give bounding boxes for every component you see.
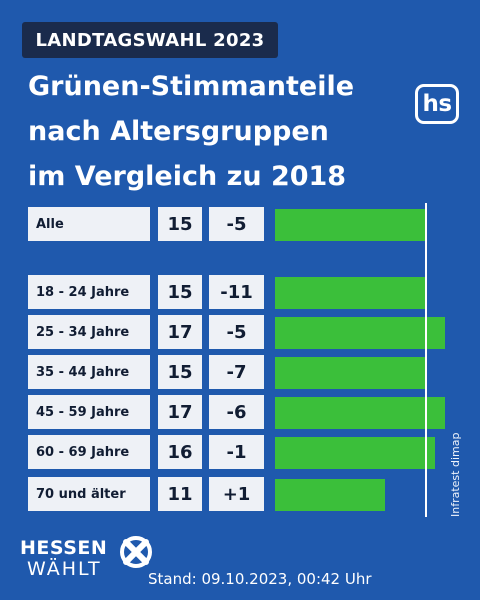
category-label: 18 - 24 Jahre xyxy=(28,275,150,309)
diff-value: -6 xyxy=(209,395,264,429)
bar xyxy=(275,479,385,511)
bar xyxy=(275,437,435,469)
hs-logo: hs xyxy=(415,84,459,124)
bar xyxy=(275,317,445,349)
diff-value: -11 xyxy=(209,275,264,309)
share-value: 17 xyxy=(158,315,202,349)
title-line-3: im Vergleich zu 2018 xyxy=(28,161,347,192)
share-value: 11 xyxy=(158,477,202,511)
bar xyxy=(275,209,425,241)
bar xyxy=(275,397,445,429)
diff-value: -5 xyxy=(209,207,264,241)
bar xyxy=(275,357,425,389)
category-label: 70 und älter xyxy=(28,477,150,511)
category-label: 60 - 69 Jahre xyxy=(28,435,150,469)
category-label: 45 - 59 Jahre xyxy=(28,395,150,429)
title-line-2: nach Altersgruppen xyxy=(28,116,329,147)
kicker-badge: LANDTAGSWAHL 2023 xyxy=(22,22,278,58)
timestamp: Stand: 09.10.2023, 00:42 Uhr xyxy=(148,570,372,588)
ballot-cross-icon xyxy=(120,536,152,568)
hessen-waehlt-logo: HESSEN WÄHLT xyxy=(20,536,152,580)
category-label: 35 - 44 Jahre xyxy=(28,355,150,389)
source-label: Infratest dimap xyxy=(449,432,462,517)
kicker-text: LANDTAGSWAHL 2023 xyxy=(35,29,265,51)
diff-value: -5 xyxy=(209,315,264,349)
diff-value: +1 xyxy=(209,477,264,511)
reference-line xyxy=(425,203,427,517)
category-label: 25 - 34 Jahre xyxy=(28,315,150,349)
share-value: 15 xyxy=(158,207,202,241)
share-value: 15 xyxy=(158,275,202,309)
title-line-1: Grünen-Stimmanteile xyxy=(28,71,355,102)
brand-line-1: HESSEN xyxy=(20,537,108,559)
hs-logo-text: hs xyxy=(422,91,452,117)
diff-value: -7 xyxy=(209,355,264,389)
share-value: 16 xyxy=(158,435,202,469)
bar xyxy=(275,277,425,309)
diff-value: -1 xyxy=(209,435,264,469)
share-value: 15 xyxy=(158,355,202,389)
share-value: 17 xyxy=(158,395,202,429)
brand-line-2: WÄHLT xyxy=(27,558,102,580)
chart-title: Grünen-Stimmanteile nach Altersgruppen i… xyxy=(28,64,408,199)
category-label: Alle xyxy=(28,207,150,241)
